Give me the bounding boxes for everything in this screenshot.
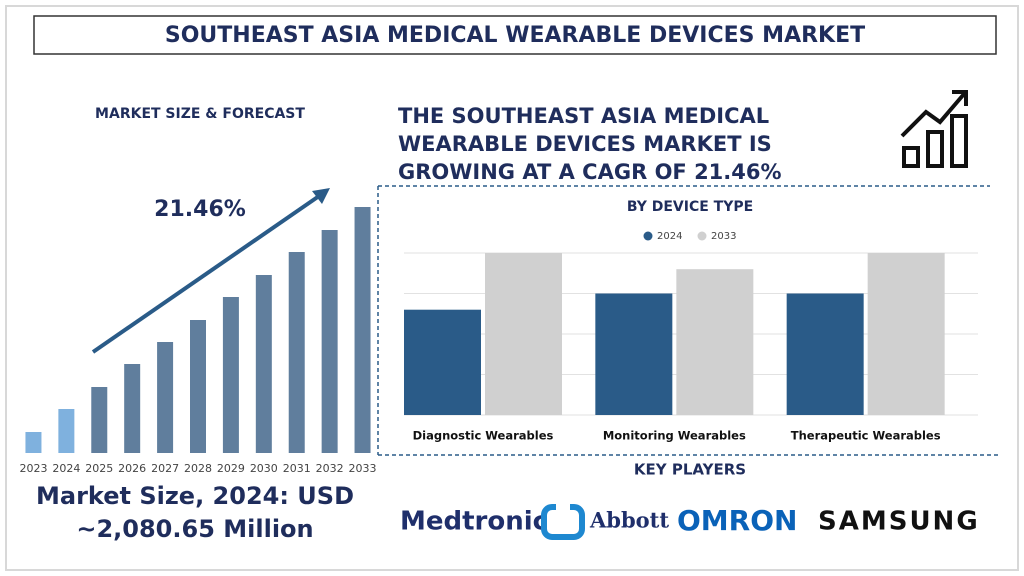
annotation: 21.46% [154, 197, 246, 222]
bar [354, 207, 371, 453]
x-tick-label: 2030 [250, 462, 278, 475]
x-tick-label: 2029 [217, 462, 245, 475]
bar [485, 253, 562, 415]
legend-marker [643, 231, 653, 241]
x-tick-label: 2032 [316, 462, 344, 475]
page-title: SOUTHEAST ASIA MEDICAL WEARABLE DEVICES … [165, 23, 865, 48]
bar [58, 409, 75, 453]
x-tick-label: 2026 [118, 462, 146, 475]
player-logo: SAMSUNG [818, 507, 980, 537]
player-logo: Medtronic [400, 507, 548, 537]
legend-label: 2024 [657, 231, 682, 242]
headline: GROWING AT A CAGR OF 21.46% [398, 160, 782, 184]
headline: WEARABLE DEVICES MARKET IS [398, 132, 772, 156]
x-tick-label: 2027 [151, 462, 179, 475]
left-chart-title: MARKET SIZE & FORECAST [95, 106, 305, 122]
bar [321, 230, 338, 453]
bar [25, 432, 42, 453]
growth-icon [900, 90, 968, 168]
bar [91, 387, 108, 453]
key-players-title: KEY PLAYERS [634, 461, 746, 479]
player-logo: Abbott [589, 508, 669, 533]
title-box [33, 15, 997, 55]
x-tick-label: 2023 [19, 462, 47, 475]
x-tick-label: 2025 [85, 462, 113, 475]
x-tick-label: 2028 [184, 462, 212, 475]
x-tick-label: 2033 [349, 462, 377, 475]
x-tick-label: Monitoring Wearables [603, 429, 746, 443]
bar [255, 275, 272, 453]
bar [867, 253, 945, 415]
market-size: ~2,080.65 Million [76, 515, 313, 543]
x-tick-label: Diagnostic Wearables [413, 429, 554, 443]
bar [222, 297, 239, 453]
x-tick-label: 2031 [283, 462, 311, 475]
bar [404, 309, 481, 415]
legend-label: 2033 [711, 231, 736, 242]
player-logo: OMRON [677, 504, 797, 537]
trend-arrow [91, 192, 324, 354]
abbott-icon [541, 504, 585, 540]
bar [595, 293, 673, 415]
bar [157, 342, 174, 453]
x-tick-label: 2024 [52, 462, 80, 475]
headline: THE SOUTHEAST ASIA MEDICAL [398, 104, 769, 128]
market-size: Market Size, 2024: USD [36, 482, 354, 510]
x-tick-label: Therapeutic Wearables [791, 429, 941, 443]
bar [190, 320, 206, 453]
bar [288, 252, 305, 453]
bar [124, 364, 141, 453]
bar [786, 293, 864, 415]
arrow-head [312, 188, 330, 204]
legend-marker [697, 231, 707, 241]
right-chart-title: BY DEVICE TYPE [627, 199, 753, 215]
bar [676, 269, 754, 415]
